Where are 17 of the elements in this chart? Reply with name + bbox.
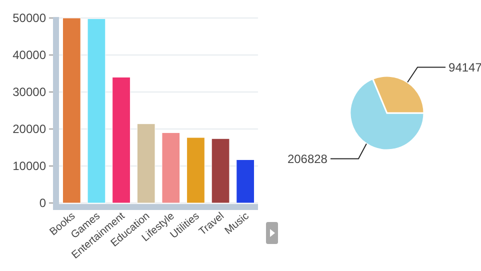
bar [186, 137, 205, 204]
bar [87, 18, 106, 204]
y-tick-label: 40000 [12, 48, 46, 62]
pie-slice [349, 78, 425, 151]
y-tick-label: 20000 [12, 122, 46, 136]
y-tick-label: 10000 [12, 159, 46, 174]
data-label: 206828 [287, 152, 328, 166]
y-tick-label: 50000 [12, 11, 46, 26]
data-label: 94147 [448, 60, 481, 74]
bar [136, 124, 156, 204]
bar [211, 138, 230, 204]
bar [112, 76, 130, 204]
bar [162, 132, 180, 204]
y-tick-label: 30000 [12, 85, 46, 100]
bar [236, 159, 255, 204]
bar [62, 18, 81, 204]
y-tick-label: 0 [39, 196, 46, 210]
